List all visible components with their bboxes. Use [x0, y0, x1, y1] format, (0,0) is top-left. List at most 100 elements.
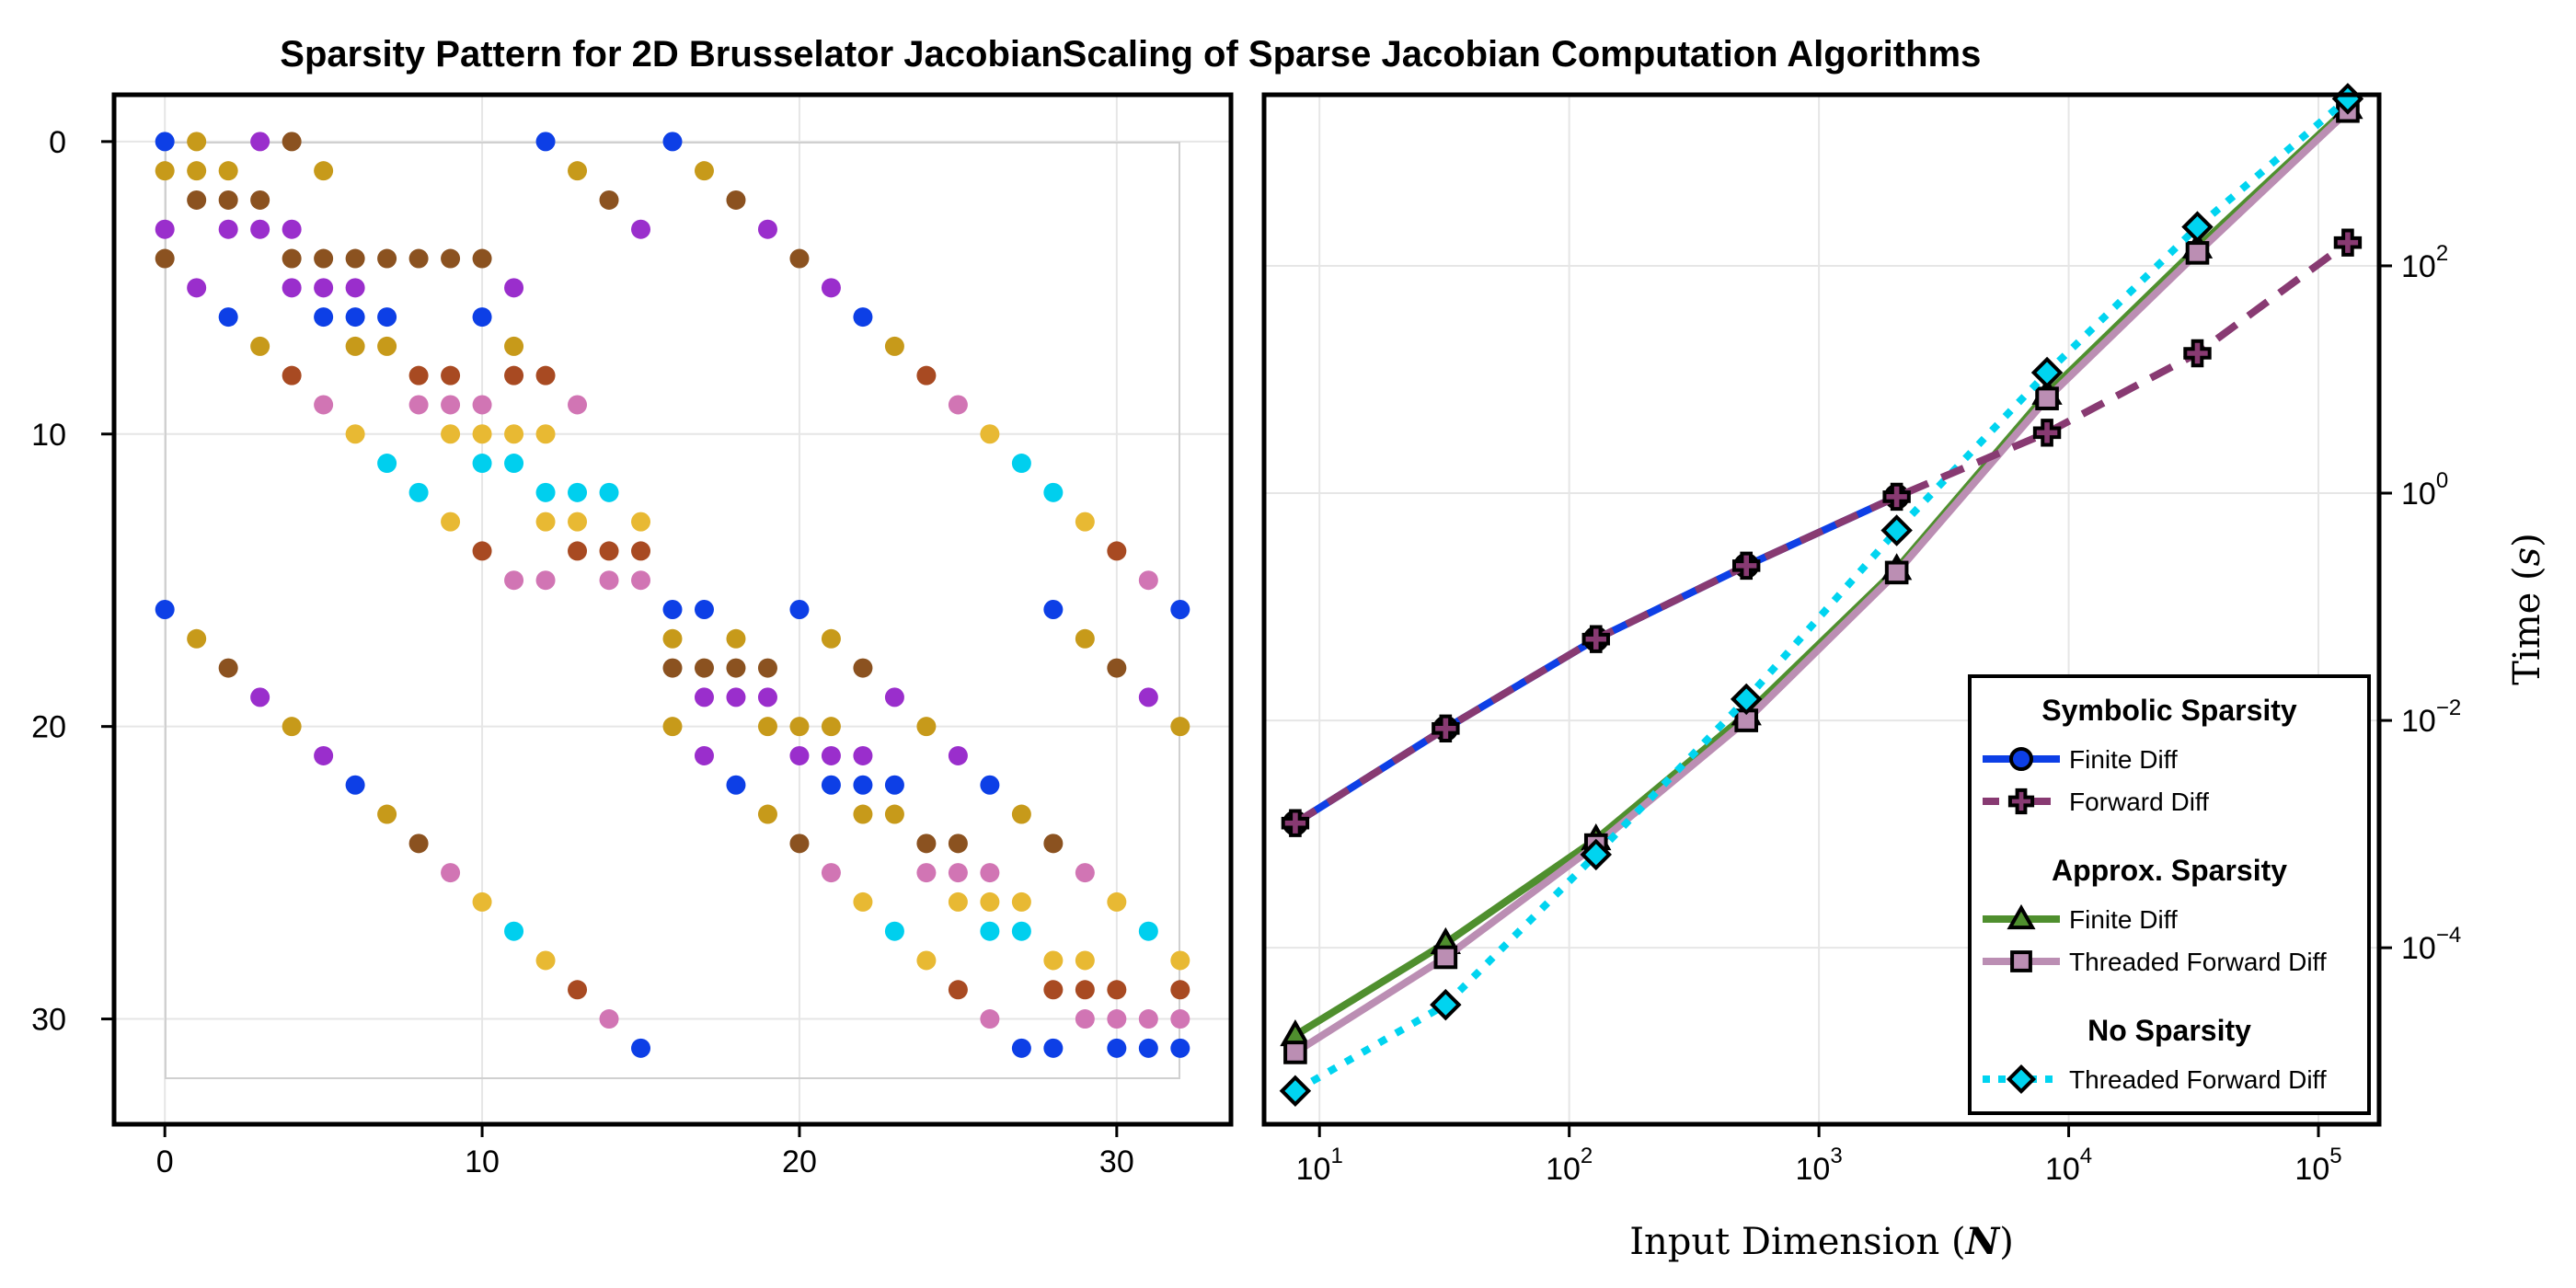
sparsity-point — [789, 834, 810, 854]
sparsity-point — [821, 628, 841, 649]
sparsity-y-tick-label: 20 — [31, 710, 66, 745]
sparsity-point — [535, 424, 556, 444]
sparsity-point — [218, 658, 238, 678]
sparsity-point — [821, 745, 841, 765]
sparsity-point — [1170, 717, 1190, 737]
sparsity-point — [155, 161, 175, 181]
sparsity-point — [1170, 1009, 1190, 1029]
sparsity-points — [155, 132, 1190, 1058]
scaling-y-tick-label: 102 — [2401, 241, 2448, 284]
sparsity-point — [631, 219, 651, 239]
sparsity-point — [441, 512, 461, 532]
sparsity-point — [757, 687, 777, 707]
series-marker — [2181, 211, 2214, 243]
sparsity-point — [884, 804, 904, 824]
sparsity-point — [599, 541, 619, 561]
sparsity-point — [853, 307, 873, 328]
sparsity-point — [757, 804, 777, 824]
sparsity-point — [314, 248, 334, 269]
y-label-suffix: ) — [2506, 533, 2548, 547]
scaling-panel: Scaling of Sparse Jacobian Computation A… — [1063, 34, 2548, 1263]
series-marker — [1281, 809, 1310, 837]
sparsity-point — [504, 454, 524, 474]
scaling-y-tick-label: 10−2 — [2401, 696, 2461, 739]
scaling-y-tick-label: 100 — [2401, 468, 2448, 512]
scaling-x-tick-label: 101 — [1296, 1144, 1343, 1187]
sparsity-point — [504, 365, 524, 385]
legend-group-title: No Sparsity — [2087, 1014, 2251, 1047]
sparsity-point — [187, 278, 207, 298]
sparsity-point — [408, 365, 429, 385]
legend-entry-label: Finite Diff — [2069, 745, 2178, 774]
sparsity-point — [345, 278, 365, 298]
sparsity-point — [631, 512, 651, 532]
sparsity-point — [1011, 1038, 1031, 1058]
sparsity-point — [884, 921, 904, 941]
sparsity-point — [282, 132, 302, 152]
sparsity-point — [1107, 658, 1127, 678]
sparsity-point — [218, 161, 238, 181]
tick-base: 10 — [2401, 931, 2436, 966]
sparsity-point — [1107, 1038, 1127, 1058]
tick-base: 10 — [1296, 1152, 1331, 1187]
sparsity-point — [821, 278, 841, 298]
tick-exponent: 2 — [2436, 241, 2448, 266]
series-marker — [1283, 1041, 1307, 1064]
sparsity-point — [187, 190, 207, 210]
sparsity-point — [472, 424, 492, 444]
sparsity-y-tick-label: 10 — [31, 418, 66, 453]
sparsity-point — [662, 658, 683, 678]
tick-base: 10 — [2294, 1152, 2329, 1187]
tick-base: 10 — [2401, 477, 2436, 512]
sparsity-point — [1043, 980, 1064, 1000]
sparsity-point — [472, 395, 492, 415]
sparsity-point — [441, 424, 461, 444]
sparsity-point — [568, 395, 588, 415]
sparsity-point — [757, 219, 777, 239]
x-label-variable: N — [1964, 1220, 2001, 1263]
sparsity-point — [250, 687, 270, 707]
scaling-x-axis-label: Input Dimension (N) — [1629, 1220, 2014, 1263]
series-marker — [2333, 228, 2363, 257]
sparsity-point — [853, 804, 873, 824]
sparsity-pattern-panel: Sparsity Pattern for 2D Brusselator Jaco… — [31, 34, 1234, 1179]
sparsity-point — [218, 190, 238, 210]
sparsity-y-tick-label: 30 — [31, 1003, 66, 1038]
sparsity-point — [441, 365, 461, 385]
sparsity-point — [250, 132, 270, 152]
scaling-chart-title: Scaling of Sparse Jacobian Computation A… — [1063, 34, 1982, 75]
sparsity-point — [345, 424, 365, 444]
sparsity-point — [472, 891, 492, 912]
sparsity-point — [1138, 687, 1158, 707]
sparsity-point — [1107, 1009, 1127, 1029]
sparsity-point — [948, 745, 968, 765]
sparsity-point — [472, 307, 492, 328]
sparsity-point — [853, 775, 873, 795]
sparsity-y-tick-label: 0 — [49, 125, 66, 160]
series-line — [1293, 239, 2351, 827]
sparsity-point — [1011, 804, 1031, 824]
series-marker — [1279, 1075, 1312, 1108]
sparsity-point — [599, 570, 619, 591]
series-marker — [1882, 482, 1911, 512]
sparsity-point — [250, 190, 270, 210]
sparsity-point — [694, 161, 714, 181]
x-label-prefix: Input Dimension ( — [1629, 1221, 1965, 1263]
sparsity-ticks: 0 0 10 10 20 20 30 30 — [31, 125, 1134, 1179]
legend-marker — [2006, 1064, 2037, 1095]
sparsity-point — [1043, 1038, 1064, 1058]
sparsity-point — [694, 658, 714, 678]
sparsity-plot-frame — [111, 92, 1234, 1127]
sparsity-point — [218, 307, 238, 328]
scaling-plot-frame — [1261, 92, 2382, 1127]
sparsity-point — [377, 336, 397, 356]
tick-base: 10 — [1796, 1152, 1831, 1187]
sparsity-point — [916, 950, 937, 971]
sparsity-point — [250, 336, 270, 356]
tick-exponent: 2 — [1581, 1144, 1593, 1168]
legend-marker — [2009, 747, 2033, 771]
sparsity-point — [599, 1009, 619, 1029]
sparsity-point — [948, 980, 968, 1000]
sparsity-point — [504, 424, 524, 444]
sparsity-point — [916, 834, 937, 854]
